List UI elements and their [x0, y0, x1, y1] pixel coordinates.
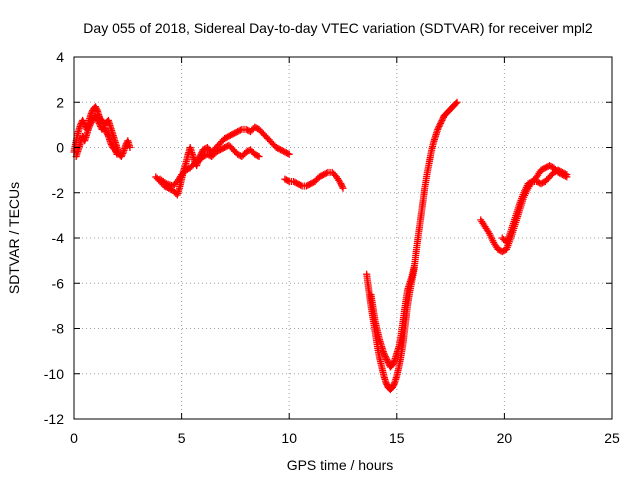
data-point [95, 119, 103, 127]
data-point [383, 357, 391, 365]
data-point [563, 171, 571, 179]
data-point [382, 354, 390, 362]
data-point [390, 380, 398, 388]
data-point [434, 125, 442, 133]
data-point [93, 106, 101, 114]
data-point [92, 113, 100, 121]
data-point [338, 181, 346, 189]
data-point [254, 152, 262, 160]
data-point [390, 358, 398, 366]
data-point [384, 358, 392, 366]
data-point [94, 118, 102, 126]
y-tick-label: 4 [56, 49, 64, 65]
x-tick-label: 15 [389, 430, 405, 446]
data-point [561, 170, 569, 178]
data-point [87, 110, 95, 118]
chart-title: Day 055 of 2018, Sidereal Day-to-day VTE… [83, 20, 593, 36]
data-point [111, 146, 119, 154]
data-point [103, 129, 111, 137]
data-point [438, 116, 446, 124]
data-point [436, 121, 444, 129]
data-point [389, 359, 397, 367]
data-point [119, 150, 127, 158]
data-point [297, 181, 305, 189]
data-point [102, 128, 110, 136]
data-point [383, 380, 391, 388]
data-point [339, 184, 347, 192]
data-point [527, 178, 535, 186]
data-point [92, 104, 100, 112]
data-point [255, 153, 263, 161]
data-point [85, 123, 93, 131]
data-points [70, 98, 571, 394]
data-point [126, 144, 134, 151]
data-point [93, 115, 101, 123]
y-tick-label: -4 [52, 230, 65, 246]
data-point [410, 263, 418, 271]
data-point [104, 131, 112, 139]
data-point [112, 147, 120, 155]
data-point [87, 119, 95, 127]
data-point [323, 169, 331, 177]
data-point [388, 383, 396, 391]
data-point [101, 125, 109, 133]
data-point [117, 153, 125, 161]
data-point [382, 379, 390, 387]
y-tick-label: -12 [44, 411, 64, 427]
data-point [284, 177, 292, 185]
data-point [86, 120, 94, 128]
data-point [434, 124, 442, 132]
data-point [92, 112, 100, 120]
data-point [92, 103, 100, 111]
data-point [337, 180, 345, 188]
data-point [338, 183, 346, 191]
x-axis-title: GPS time / hours [287, 457, 394, 473]
data-point [389, 382, 397, 390]
data-point [285, 150, 293, 158]
data-point [236, 126, 244, 134]
grid [74, 57, 612, 419]
y-tick-label: -6 [52, 275, 65, 291]
data-point [102, 126, 110, 134]
data-point [118, 151, 126, 159]
data-point [437, 118, 445, 126]
data-point [79, 116, 87, 124]
y-tick-label: 2 [56, 94, 64, 110]
data-point [453, 98, 461, 106]
y-tick-label: 0 [56, 140, 64, 156]
data-point [383, 355, 391, 363]
data-point [439, 115, 447, 123]
data-point [88, 117, 96, 125]
data-point [94, 116, 102, 124]
y-tick-label: -2 [52, 185, 65, 201]
axis-ticks: 0 5 10 15 20 25 -12 -10 -8 -6 -4 -2 0 2 4 [44, 49, 620, 446]
data-point [100, 123, 108, 131]
data-point [96, 121, 104, 129]
data-point [88, 108, 96, 116]
data-point [437, 119, 445, 127]
data-point [107, 140, 115, 148]
data-point [107, 139, 115, 147]
data-point [381, 351, 389, 359]
x-tick-label: 20 [497, 430, 513, 446]
data-point [452, 99, 460, 107]
y-tick-label: -8 [52, 321, 65, 337]
data-point [112, 149, 120, 157]
y-axis-title: SDTVAR / TECUs [6, 182, 22, 294]
data-point [388, 361, 396, 369]
data-point [113, 150, 121, 158]
data-point [435, 122, 443, 130]
data-point [380, 349, 388, 357]
x-tick-label: 0 [70, 430, 78, 446]
y-tick-label: -10 [44, 366, 64, 382]
data-point [381, 352, 389, 360]
data-point [284, 150, 292, 158]
x-tick-label: 25 [604, 430, 620, 446]
x-tick-label: 10 [281, 430, 297, 446]
x-tick-label: 5 [178, 430, 186, 446]
data-point [86, 122, 94, 130]
